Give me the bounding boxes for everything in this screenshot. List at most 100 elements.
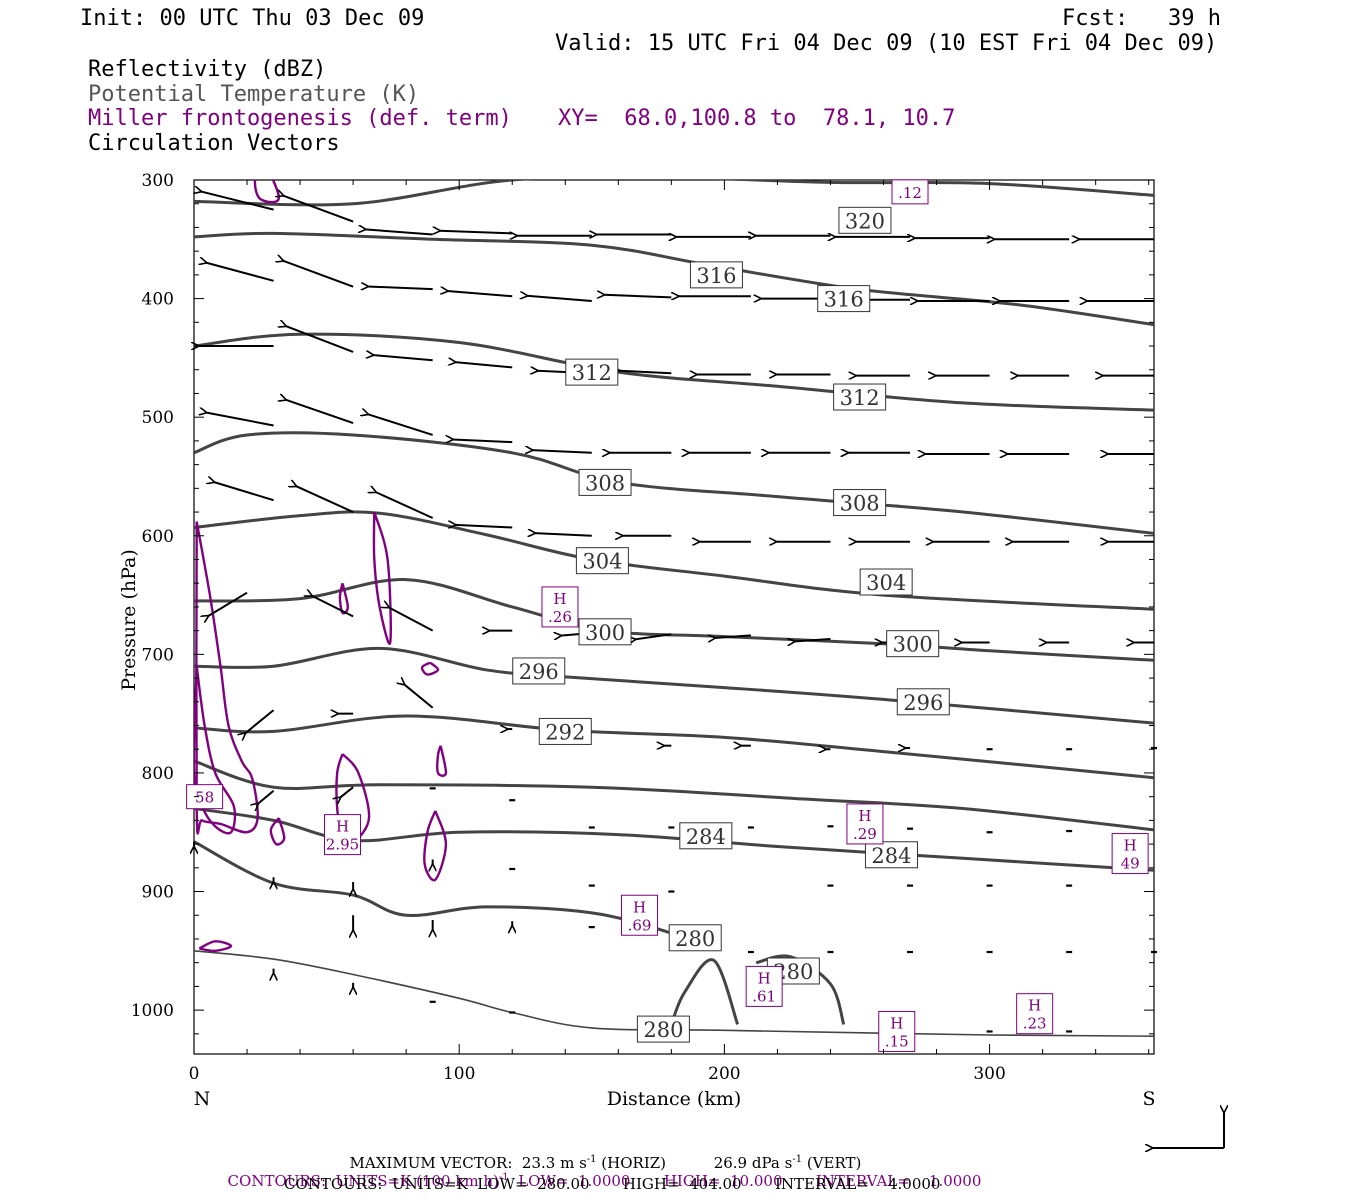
north-label: N	[194, 1088, 211, 1110]
circulation-vector	[340, 786, 354, 797]
theta-contour-304	[194, 510, 1154, 611]
theta-contour-296	[194, 646, 1154, 725]
circulation-vector	[527, 296, 592, 302]
circulation-vector	[365, 229, 433, 236]
circulation-vector	[455, 362, 513, 369]
frontogenesis-contour	[253, 180, 281, 204]
theta-contour-288	[194, 759, 1154, 832]
theta-label-box	[636, 1015, 690, 1043]
y-tick-label: 1000	[131, 1001, 174, 1021]
frontogenesis-contour	[195, 521, 259, 835]
theta-label-box	[896, 688, 950, 716]
high-marker-h: H	[633, 898, 646, 916]
high-marker-value: .69	[628, 916, 652, 934]
forecast-hour: Fcst: 39 h	[1062, 6, 1221, 31]
theta-contour-label: 304	[866, 571, 906, 595]
circulation-vector	[283, 261, 354, 288]
theta-contour-label: 316	[696, 264, 736, 288]
max-vector-line: MAXIMUM VECTOR: 23.3 m s-1 (HORIZ) 26.9 …	[349, 1154, 862, 1172]
circulation-vector	[286, 326, 354, 353]
theta-label-box	[689, 261, 743, 289]
circulation-vector	[312, 596, 354, 618]
theta-label-box	[838, 206, 892, 234]
high-marker-h: H	[1028, 997, 1041, 1015]
theta-contour-label: 300	[893, 633, 933, 657]
circulation-vector	[201, 191, 274, 211]
frontogenesis-contour	[372, 511, 392, 646]
theta-contour-info: CONTOURS: UNITS=K LOW= 280.00 HIGH= 404.…	[284, 1175, 941, 1193]
theta-contour-280	[669, 958, 740, 1025]
circulation-vector	[535, 533, 592, 536]
frontogenesis-contour	[436, 745, 448, 777]
theta-contour-292	[194, 714, 1154, 780]
y-tick-label: 600	[142, 527, 174, 547]
frontogenesis-contour	[269, 817, 286, 846]
high-marker-value: .15	[885, 1032, 909, 1050]
high-box	[745, 965, 783, 1007]
high-marker-h: H	[1124, 837, 1137, 855]
high-marker-h: H	[890, 1014, 903, 1032]
theta-label-box	[864, 841, 918, 869]
circulation-vector	[296, 486, 354, 513]
valid-time: Valid: 15 UTC Fri 04 Dec 09 (10 EST Fri …	[555, 31, 1218, 56]
edge-contour-label: .12	[898, 184, 922, 202]
theta-label-box	[512, 657, 566, 685]
high-box	[621, 894, 659, 936]
frontogenesis-contours	[194, 180, 448, 953]
theta-label-box	[538, 717, 592, 745]
field-circulation-vectors: Circulation Vectors	[88, 131, 340, 156]
field-frontogenesis: Miller frontogenesis (def. term)	[88, 106, 512, 131]
circulation-vector	[214, 482, 274, 502]
high-box	[846, 803, 884, 845]
frontogenesis-contour	[420, 661, 440, 676]
theta-label-box	[575, 547, 629, 575]
high-box	[1016, 993, 1054, 1035]
high-marker-value: .23	[1023, 1015, 1047, 1033]
high-marker-value: 2.95	[326, 836, 359, 854]
frontogenesis-contour	[338, 582, 349, 615]
x-tick-label: 100	[443, 1064, 475, 1084]
circulation-vector	[373, 355, 433, 362]
circulation-vector	[368, 414, 433, 436]
frontogenesis-contour	[198, 940, 233, 953]
init-time: Init: 00 UTC Thu 03 Dec 09	[80, 6, 425, 31]
high-marker-value: 49	[1121, 855, 1140, 873]
circulation-vector	[388, 607, 434, 632]
high-marker-value: .61	[752, 987, 776, 1005]
circulation-vector	[368, 287, 433, 290]
high-box	[878, 1010, 916, 1052]
cross-section-endpoints: XY= 68.0,100.8 to 78.1, 10.7	[558, 106, 956, 131]
theta-contour-label: 316	[824, 288, 864, 312]
circulation-vector	[452, 439, 513, 442]
theta-contour-label: 300	[585, 621, 625, 645]
y-tick-label: 500	[142, 408, 174, 428]
theta-contour-label: 308	[840, 492, 880, 516]
circulation-vector	[245, 709, 275, 733]
circulation-vector	[286, 400, 354, 425]
y-axis-label: Pressure (hPa)	[118, 549, 140, 691]
circulation-vector	[404, 684, 434, 709]
edge-contour-label: 58	[195, 789, 214, 807]
plot-border	[193, 179, 1155, 1055]
circulation-vector	[283, 196, 354, 223]
x-axis-label: Distance (km)	[607, 1088, 742, 1110]
theta-contour-label: 308	[585, 471, 625, 495]
circulation-vector	[447, 291, 513, 298]
circulation-vector	[455, 525, 513, 528]
theta-contour-284	[194, 807, 1154, 872]
circulation-vector	[206, 263, 274, 282]
theta-label-box	[859, 568, 913, 596]
theta-contour-316	[194, 231, 1154, 327]
high-marker-value: .26	[548, 608, 572, 626]
theta-contour-label: 312	[572, 361, 612, 385]
circulation-vector	[208, 591, 248, 616]
circulation-vector	[604, 295, 672, 298]
frontogenesis-contour-info: CONTOURS: UNITS=K (100 km h)-1 LOW= 1.00…	[227, 1172, 982, 1190]
theta-contour-label: 284	[871, 844, 911, 868]
frontogenesis-contour	[423, 810, 448, 882]
circulation-vector	[794, 639, 831, 642]
theta-label-box	[668, 924, 722, 952]
theta-contour-312	[194, 332, 1154, 412]
y-tick-label: 700	[142, 645, 174, 665]
